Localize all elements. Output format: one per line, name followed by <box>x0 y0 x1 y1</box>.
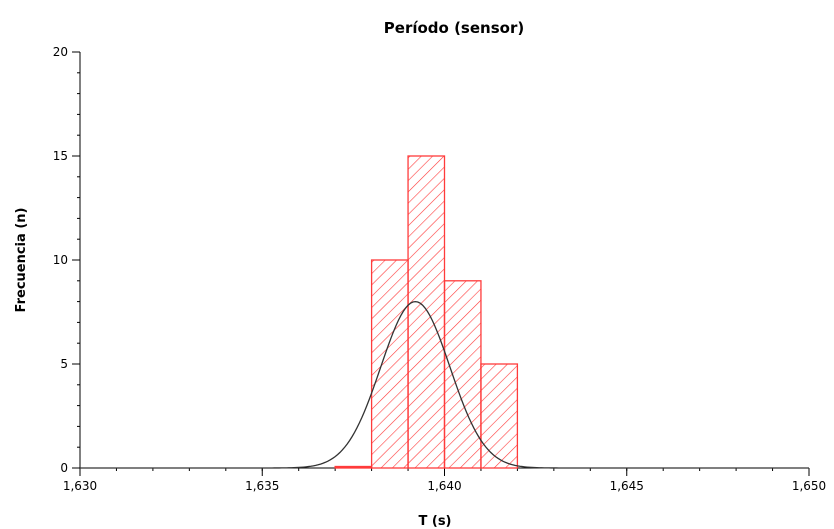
histogram-bar <box>443 280 482 469</box>
y-tick-label: 0 <box>60 461 68 475</box>
x-axis-label: T (s) <box>418 514 451 529</box>
histogram-bar <box>407 155 446 469</box>
y-tick-label: 10 <box>53 253 68 267</box>
gaussian-fit-curve <box>80 300 809 469</box>
x-tick-label: 1,645 <box>610 479 644 493</box>
histogram-bars <box>334 155 519 469</box>
histogram-bar <box>370 259 409 469</box>
y-axis-label: Frecuencia (n) <box>14 208 29 313</box>
histogram-bar <box>334 465 373 469</box>
chart-title: Período (sensor) <box>384 19 524 37</box>
y-tick-label: 20 <box>53 45 68 59</box>
x-tick-label: 1,635 <box>245 479 279 493</box>
histogram-bar <box>480 363 519 469</box>
x-tick-label: 1,640 <box>427 479 461 493</box>
x-tick-label: 1,630 <box>63 479 97 493</box>
x-ticks: 1,630 1,635 1,640 1,645 1,650 <box>63 468 826 493</box>
y-ticks: 0 5 10 15 20 <box>53 45 80 475</box>
x-tick-label: 1,650 <box>792 479 826 493</box>
y-tick-label: 5 <box>60 357 68 371</box>
y-tick-label: 15 <box>53 149 68 163</box>
